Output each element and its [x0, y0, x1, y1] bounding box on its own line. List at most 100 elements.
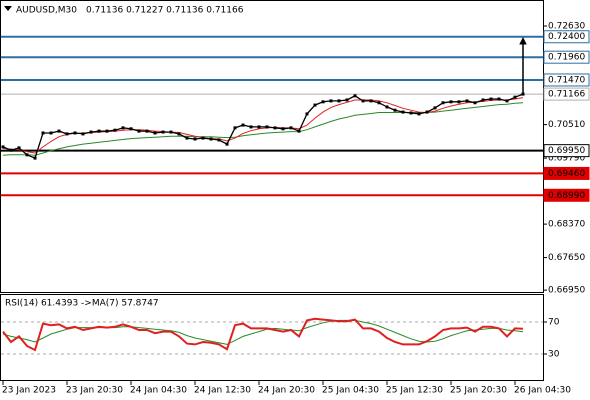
price-point [329, 99, 333, 103]
symbol-marker [4, 6, 12, 11]
price-point [225, 142, 229, 146]
price-point [201, 136, 205, 140]
last-price-box [543, 87, 590, 101]
price-panel [0, 0, 544, 293]
price-point [233, 126, 237, 130]
x-tick-label: 24 Jan 12:30 [194, 386, 251, 396]
level-box [543, 30, 590, 44]
price-point [9, 148, 13, 152]
price-point [513, 95, 517, 99]
indicator-tick-label: 70 [548, 318, 560, 328]
price-point [241, 123, 245, 127]
price-point [97, 129, 101, 133]
price-point [465, 99, 469, 103]
price-point [377, 101, 381, 105]
y-tick-label: 0.68370 [548, 220, 585, 230]
x-tick-label: 23 Jan 2023 [2, 386, 56, 396]
price-point [457, 100, 461, 104]
level-label: 0.72400 [548, 32, 585, 42]
price-point [417, 112, 421, 116]
price-point [305, 112, 309, 116]
price-point [105, 129, 109, 133]
price-point [177, 132, 181, 136]
price-point [481, 98, 485, 102]
price-point [137, 129, 141, 133]
price-point [361, 99, 365, 103]
indicator-line [2, 319, 524, 345]
level-box [543, 144, 590, 158]
price-point [49, 131, 53, 135]
price-point [1, 145, 5, 149]
x-tick-label: 26 Jan 04:30 [514, 386, 571, 396]
level-label: 0.71960 [548, 53, 585, 63]
price-point [217, 138, 221, 142]
indicator-tick-label: 30 [548, 350, 560, 360]
price-point [353, 94, 357, 98]
price-point [161, 130, 165, 134]
price-point [369, 99, 373, 103]
price-point [385, 105, 389, 109]
price-point [433, 106, 437, 110]
price-point [113, 128, 117, 132]
price-point [73, 131, 77, 135]
price-point [497, 97, 501, 101]
level-label: 0.69460 [548, 169, 585, 179]
price-point [169, 130, 173, 134]
price-point [281, 127, 285, 131]
price-point [401, 110, 405, 114]
price-point [25, 153, 29, 157]
y-tick-label: 0.72630 [548, 22, 585, 32]
price-point [321, 100, 325, 104]
price-point [17, 146, 21, 150]
price-point [441, 101, 445, 105]
price-point [65, 132, 69, 136]
price-point [273, 126, 277, 130]
price-point [57, 129, 61, 133]
price-point [289, 126, 293, 130]
x-tick-label: 24 Jan 20:30 [258, 386, 315, 396]
level-box [543, 73, 590, 87]
series-line [2, 102, 524, 156]
price-point [449, 100, 453, 104]
x-tick-label: 25 Jan 12:30 [386, 386, 443, 396]
price-point [185, 136, 189, 140]
last-price-label: 0.71166 [548, 90, 585, 100]
indicator-panel [0, 294, 544, 381]
price-point [129, 127, 133, 131]
price-point [209, 137, 213, 141]
price-point [89, 130, 93, 134]
price-point [489, 97, 493, 101]
price-point [249, 125, 253, 129]
price-point [265, 125, 269, 129]
level-box [543, 50, 590, 64]
level-box [543, 166, 590, 180]
y-tick-label: 0.67650 [548, 253, 585, 263]
price-point [313, 103, 317, 107]
price-point [257, 125, 261, 129]
price-point [337, 99, 341, 103]
price-point [345, 98, 349, 102]
level-label: 0.69950 [548, 146, 585, 156]
y-tick-label: 0.70510 [548, 120, 585, 130]
price-point [193, 137, 197, 141]
x-tick-label: 24 Jan 04:30 [130, 386, 187, 396]
price-point [121, 126, 125, 130]
price-point [473, 101, 477, 105]
price-point [425, 110, 429, 114]
price-point [153, 131, 157, 135]
price-point [145, 129, 149, 133]
price-point [33, 156, 37, 160]
y-tick-label: 0.66950 [548, 286, 585, 296]
x-tick-label: 25 Jan 04:30 [322, 386, 379, 396]
price-point [409, 111, 413, 115]
x-tick-label: 23 Jan 20:30 [66, 386, 123, 396]
price-point [81, 132, 85, 136]
price-point [393, 108, 397, 112]
level-box [543, 188, 590, 202]
chart-title: AUDUSD,M30 [16, 6, 77, 16]
price-point [505, 99, 509, 103]
level-label: 0.68990 [548, 191, 585, 201]
price-point [297, 129, 301, 133]
